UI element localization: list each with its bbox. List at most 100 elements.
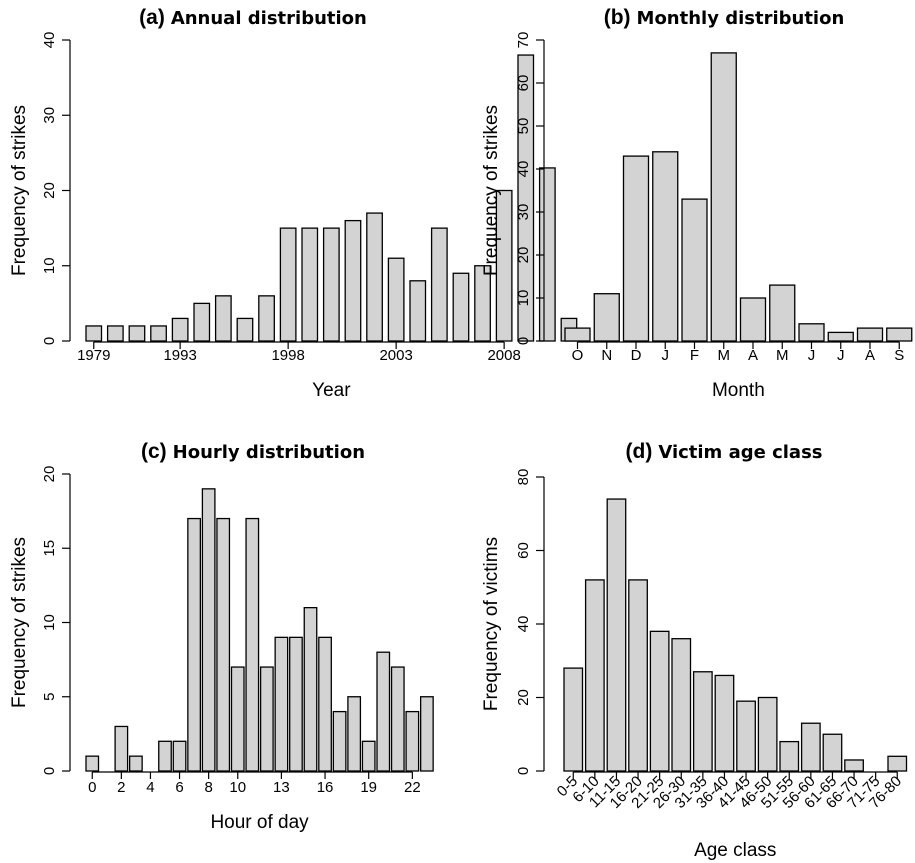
y-tick-label: 20 — [41, 182, 58, 199]
bar-2003 — [387, 257, 405, 342]
bar-2004 — [409, 280, 427, 342]
y-tick-label: 40 — [515, 616, 532, 633]
bar-61-65 — [822, 733, 843, 772]
bar-56-60 — [800, 722, 821, 772]
bar-1987 — [106, 325, 124, 342]
bar-M — [769, 284, 796, 342]
x-tick-label: A — [748, 347, 758, 364]
y-axis-label: Frequency of strikes — [9, 105, 30, 276]
bar-21-25 — [649, 630, 670, 772]
bar-O — [564, 327, 591, 342]
bar-46-50 — [757, 696, 778, 772]
y-tick-label: 0 — [41, 767, 58, 775]
x-tick-label: 2 — [117, 779, 125, 796]
bar-31-35 — [692, 671, 713, 772]
bar-J — [798, 323, 825, 342]
bar-19 — [361, 740, 376, 772]
x-tick-label: 8 — [204, 779, 212, 796]
bar-16-20 — [628, 579, 648, 772]
x-axis-label: Age class — [694, 840, 776, 861]
y-tick-label: 50 — [515, 118, 532, 135]
bar-D — [622, 155, 650, 342]
bar-17 — [332, 710, 347, 772]
bar-1995 — [214, 295, 232, 342]
chart-title: (b) Monthly distribution — [604, 6, 845, 29]
x-tick-label: 0 — [88, 779, 96, 796]
x-tick-label: 4 — [146, 779, 154, 796]
chart-title: (a) Annual distribution — [139, 6, 367, 29]
y-tick-label: 5 — [41, 693, 58, 701]
bar-6 — [172, 740, 187, 772]
x-axis-label: Hour of day — [210, 812, 309, 833]
bar-1999 — [301, 227, 319, 342]
x-tick-label: J — [662, 347, 670, 364]
y-axis-label: Frequency of strikes — [9, 537, 30, 708]
chart-title: (d) Victim age class — [626, 440, 823, 463]
bar-2008 — [495, 189, 513, 342]
bar-18 — [347, 696, 362, 772]
y-tick-label: 10 — [41, 257, 58, 274]
y-tick-label: 10 — [515, 290, 532, 307]
chart-title-letter: (b) — [604, 6, 631, 29]
bar-2007 — [474, 265, 491, 342]
chart-panel-d: (d) Victim age class 0 20 40 60 80 Frequency of… — [481, 440, 908, 861]
bar-3 — [128, 755, 143, 772]
x-tick-label: A — [865, 347, 875, 364]
chart-title: (c) Hourly distribution — [141, 440, 365, 463]
bar-11-15 — [606, 498, 627, 772]
x-tick-label: 1993 — [163, 347, 196, 364]
bar-10 — [230, 666, 245, 772]
bar-J — [652, 151, 679, 342]
x-tick-label: 1979 — [77, 347, 110, 364]
bar-A — [739, 297, 767, 342]
bar-22 — [405, 710, 420, 772]
bar-2002 — [366, 212, 383, 342]
bar-J — [827, 331, 854, 342]
bar-13 — [274, 636, 289, 772]
bar-1997 — [258, 295, 275, 342]
bar-36-40 — [714, 674, 735, 772]
bar-16 — [318, 636, 332, 772]
x-tick-label: F — [690, 347, 699, 364]
chart-title-text: Annual distribution — [171, 8, 367, 29]
bar-2009 — [517, 54, 535, 342]
chart-title-letter: (a) — [139, 6, 165, 29]
bar-2 — [114, 725, 129, 772]
x-tick-label: 2003 — [379, 347, 412, 364]
bar-0 — [85, 755, 100, 772]
x-tick-label: 22 — [404, 779, 421, 796]
bar-15 — [303, 607, 318, 772]
bar-A — [856, 327, 884, 342]
bar-2001 — [344, 219, 362, 342]
bar-12 — [259, 666, 274, 772]
bar-51-55 — [779, 740, 800, 772]
chart-title-text: Hourly distribution — [173, 442, 365, 463]
x-tick-label: 1998 — [271, 347, 304, 364]
chart-title-text: Monthly distribution — [637, 8, 845, 29]
bar-6-10 — [584, 579, 605, 772]
y-tick-label: 0 — [515, 767, 532, 775]
x-tick-label: S — [894, 347, 904, 364]
y-tick-label: 40 — [515, 161, 532, 178]
x-tick-label: N — [601, 347, 612, 364]
bar-23 — [419, 696, 434, 772]
x-tick-label: J — [837, 347, 845, 364]
bar-0-5 — [563, 667, 584, 772]
bar-9 — [216, 517, 231, 772]
y-tick-label: 20 — [515, 689, 532, 706]
y-tick-label: 0 — [41, 337, 58, 345]
x-tick-label: M — [718, 347, 731, 364]
x-tick-label: 13 — [273, 779, 290, 796]
bar-14 — [289, 636, 303, 772]
x-tick-label: 2008 — [487, 347, 520, 364]
bar-1991 — [150, 325, 167, 342]
bar-66-70 — [844, 759, 864, 772]
y-axis-label: Frequency of victims — [481, 537, 502, 711]
bar-5 — [158, 740, 172, 772]
bar-2005 — [430, 227, 448, 342]
bar-F — [681, 198, 708, 342]
y-tick-label: 70 — [515, 32, 532, 49]
x-tick-label: 6 — [175, 779, 183, 796]
y-tick-label: 0 — [515, 337, 532, 345]
